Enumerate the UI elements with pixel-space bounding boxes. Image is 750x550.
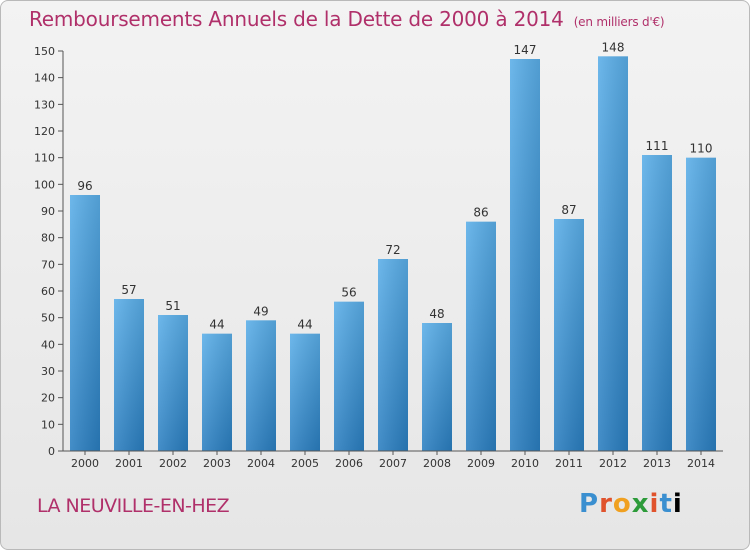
y-tick-label: 150 xyxy=(34,45,55,58)
bar-value-label: 49 xyxy=(253,304,268,318)
y-tick-label: 0 xyxy=(48,445,55,458)
bar-value-label: 86 xyxy=(473,206,488,220)
bar-value-label: 44 xyxy=(209,318,224,332)
y-tick-label: 60 xyxy=(41,285,55,298)
y-tick-label: 30 xyxy=(41,365,55,378)
bar-shade xyxy=(686,157,716,451)
y-tick-label: 140 xyxy=(34,72,55,85)
bar-shade xyxy=(466,221,496,451)
x-tick-label: 2014 xyxy=(687,457,715,470)
y-tick-label: 100 xyxy=(34,178,55,191)
title-text: Remboursements Annuels de la Dette de 20… xyxy=(29,7,564,31)
bar-value-label: 111 xyxy=(646,139,669,153)
y-tick-label: 130 xyxy=(34,98,55,111)
bar-value-label: 51 xyxy=(165,299,180,313)
bar-shade xyxy=(114,299,144,451)
bar-value-label: 96 xyxy=(77,179,92,193)
x-tick-label: 2001 xyxy=(115,457,143,470)
bar-shade xyxy=(422,323,452,451)
x-tick-label: 2007 xyxy=(379,457,407,470)
y-tick-label: 80 xyxy=(41,232,55,245)
bar-value-label: 48 xyxy=(429,307,444,321)
bar-value-label: 110 xyxy=(690,142,713,156)
bar-shade xyxy=(510,59,540,451)
y-tick-label: 90 xyxy=(41,205,55,218)
bar-shade xyxy=(290,333,320,451)
bar-value-label: 72 xyxy=(385,243,400,257)
bar-shade xyxy=(246,320,276,451)
x-tick-label: 2003 xyxy=(203,457,231,470)
bar-value-label: 56 xyxy=(341,286,356,300)
y-tick-label: 40 xyxy=(41,338,55,351)
x-tick-label: 2012 xyxy=(599,457,627,470)
unit-note: (en milliers d'€) xyxy=(573,15,665,29)
bar-shade xyxy=(598,56,628,451)
x-tick-label: 2000 xyxy=(71,457,99,470)
proxiti-logo[interactable]: Proxiti xyxy=(579,489,683,519)
y-tick-label: 120 xyxy=(34,125,55,138)
x-tick-label: 2009 xyxy=(467,457,495,470)
bar-shade xyxy=(378,259,408,451)
y-tick-label: 110 xyxy=(34,152,55,165)
x-tick-label: 2005 xyxy=(291,457,319,470)
bar-shade xyxy=(334,301,364,451)
y-tick-label: 10 xyxy=(41,418,55,431)
bar-value-label: 147 xyxy=(514,43,537,57)
location-name: LA NEUVILLE-EN-HEZ xyxy=(37,495,230,517)
x-tick-label: 2004 xyxy=(247,457,275,470)
y-tick-label: 20 xyxy=(41,392,55,405)
x-tick-label: 2008 xyxy=(423,457,451,470)
bar-value-label: 148 xyxy=(602,40,625,54)
bar-shade xyxy=(158,315,188,451)
bar-value-label: 57 xyxy=(121,283,136,297)
bar-shade xyxy=(642,155,672,451)
x-tick-label: 2002 xyxy=(159,457,187,470)
y-tick-label: 70 xyxy=(41,258,55,271)
x-tick-label: 2013 xyxy=(643,457,671,470)
bar-shade xyxy=(554,219,584,451)
x-tick-label: 2010 xyxy=(511,457,539,470)
x-tick-label: 2011 xyxy=(555,457,583,470)
bar-value-label: 44 xyxy=(297,318,312,332)
x-tick-label: 2006 xyxy=(335,457,363,470)
chart-title: Remboursements Annuels de la Dette de 20… xyxy=(29,7,665,31)
bar-shade xyxy=(202,333,232,451)
y-tick-label: 50 xyxy=(41,312,55,325)
bar-value-label: 87 xyxy=(561,203,576,217)
bar-shade xyxy=(70,195,100,451)
